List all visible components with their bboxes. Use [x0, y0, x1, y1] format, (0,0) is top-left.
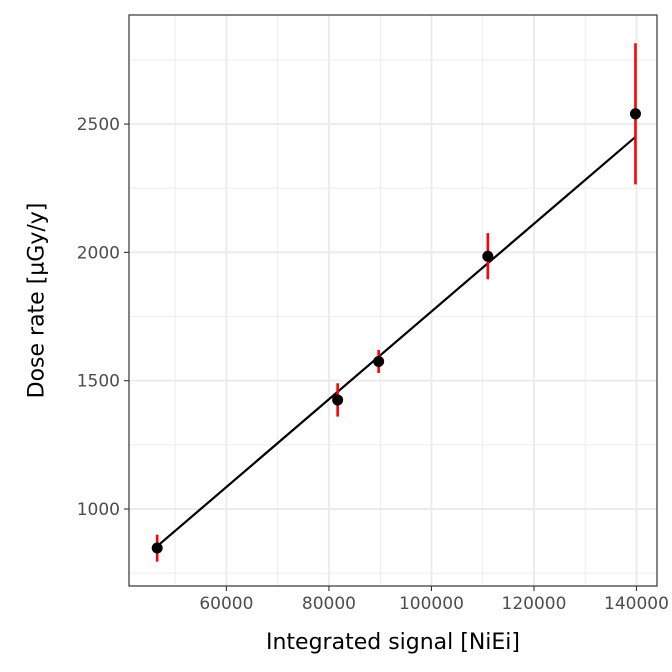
data-point — [151, 542, 163, 554]
y-axis-ticks: 1000 1500 2000 2500 — [77, 115, 129, 520]
fit-line — [156, 136, 637, 548]
minor-gridlines — [129, 15, 657, 586]
data-point-layer — [151, 108, 641, 554]
y-axis-title: Dose rate [µGy/y] — [25, 203, 50, 399]
x-tick-label: 120000 — [502, 594, 567, 614]
data-point — [332, 394, 344, 406]
x-tick-label: 140000 — [604, 594, 669, 614]
x-axis-title: Integrated signal [NiEi] — [266, 630, 520, 655]
x-axis-ticks: 60000 80000 100000 120000 140000 — [199, 586, 669, 614]
y-tick-label: 1000 — [77, 500, 120, 520]
y-tick-label: 2500 — [77, 115, 120, 135]
x-tick-label: 80000 — [302, 594, 356, 614]
x-tick-label: 60000 — [199, 594, 253, 614]
data-point — [373, 355, 385, 367]
major-gridlines — [129, 15, 657, 586]
data-point — [629, 108, 641, 120]
x-tick-label: 100000 — [399, 594, 464, 614]
y-tick-label: 2000 — [77, 243, 120, 263]
fit-line-layer — [156, 136, 637, 548]
data-point — [482, 250, 494, 262]
panel-border — [128, 14, 658, 587]
y-tick-label: 1500 — [77, 372, 120, 392]
